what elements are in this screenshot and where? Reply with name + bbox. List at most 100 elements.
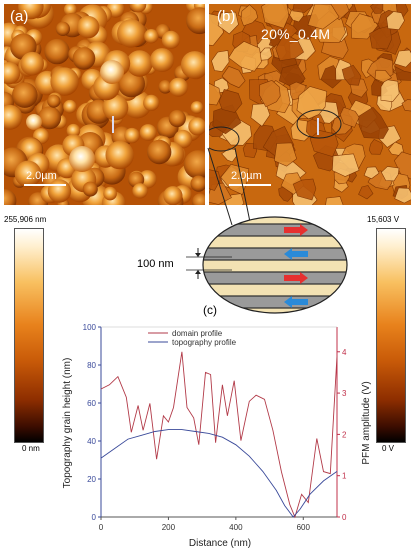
domain-grain [221, 117, 252, 146]
grain [117, 19, 146, 48]
polarization-arrow-left-icon [284, 296, 308, 308]
y-right-tick-label: 1 [342, 472, 347, 481]
grain [183, 150, 205, 179]
grain [190, 175, 205, 192]
stripe-gray [203, 272, 347, 284]
thickness-label: 100 nm [137, 258, 174, 270]
panel-b-label: (b) [217, 8, 236, 25]
domain-grain [209, 169, 221, 191]
grain [139, 124, 157, 141]
grain [103, 186, 117, 201]
grain [20, 51, 44, 76]
colorbar-right [376, 228, 406, 443]
grain [102, 94, 129, 121]
grain [4, 62, 21, 85]
y-right-tick-label: 4 [342, 348, 347, 357]
x-axis-label: Distance (nm) [189, 538, 251, 549]
y-axis-right-label: PFM amplitude (V) [361, 381, 372, 464]
grain [168, 109, 186, 128]
domain-grain [217, 11, 239, 35]
grain [55, 21, 70, 36]
domain-grain [307, 4, 340, 30]
grain-bright [26, 114, 42, 130]
grain [63, 99, 77, 114]
panel-b-title: 20%_0.4M [261, 26, 331, 42]
line-marker-a [112, 116, 114, 133]
grain [132, 183, 148, 199]
y-left-tick-label: 60 [87, 399, 96, 408]
topography-profile-line [100, 429, 338, 518]
grain [50, 67, 79, 96]
y-left-tick-label: 100 [83, 323, 97, 332]
grain [4, 104, 23, 130]
panel-a-topography-image: (a) 2.0µm [4, 4, 205, 205]
grain [105, 140, 134, 170]
y-right-tick-label: 3 [342, 389, 347, 398]
domain-grain [393, 151, 411, 180]
highlight-ellipses [209, 109, 342, 152]
domain-grain [221, 65, 246, 89]
polarization-arrow-left-icon [284, 248, 308, 260]
domain-grain [394, 49, 411, 68]
domain-grain [358, 185, 374, 200]
stripe-gray [203, 296, 347, 308]
y-left-tick-label: 40 [87, 437, 96, 446]
domain-grain [296, 86, 328, 120]
domain-grain [209, 83, 221, 106]
domain-grain [273, 142, 298, 167]
domain-grain [370, 4, 384, 14]
polarization-arrow-right-icon [284, 272, 308, 284]
grain [168, 77, 188, 97]
domain-grain [394, 187, 411, 204]
domain-grain [331, 153, 360, 177]
colorbar-left-max-label: 255,906 nm [4, 215, 47, 224]
domain-grain [292, 4, 314, 13]
highlight-ellipse-right [296, 109, 342, 139]
grain [163, 186, 183, 205]
grain [188, 117, 205, 136]
domain-grain [259, 80, 281, 108]
scale-bar-b [229, 184, 271, 186]
grain [117, 70, 145, 98]
grain [14, 160, 42, 188]
grain [161, 30, 180, 49]
grain [82, 181, 98, 197]
legend-entry: domain profile [172, 329, 223, 338]
grain [66, 123, 81, 138]
colorbar-right-min-label: 0 V [382, 444, 395, 453]
x-tick-label: 200 [162, 523, 176, 532]
stripe-gray [203, 248, 347, 260]
y-axis-left-label: Topography grain height (nm) [62, 358, 73, 489]
domain-grain [325, 196, 344, 205]
domain-grain [275, 33, 304, 62]
legend-entry: topography profile [172, 338, 237, 347]
grain [158, 80, 173, 94]
grain [130, 4, 147, 13]
grain [147, 139, 172, 165]
grain [126, 50, 153, 77]
panel-b-pfm-image: (b) 20%_0.4M 2.0µm [209, 4, 411, 205]
grain [11, 82, 38, 108]
colorbar-left-min-label: 0 nm [22, 444, 40, 453]
y-left-tick-label: 80 [87, 361, 96, 370]
domain-grain [368, 139, 383, 155]
domain-grain [218, 89, 243, 113]
grain-bright [100, 60, 124, 84]
colorbar-right-max-label: 15,603 V [367, 215, 400, 224]
grain [150, 48, 174, 73]
grain [4, 189, 17, 205]
grain [47, 94, 61, 108]
x-tick-label: 600 [297, 523, 311, 532]
domain-grain [220, 163, 250, 196]
thickness-arrow-icon [186, 248, 232, 279]
scale-bar-b-label: 2.0µm [231, 170, 262, 182]
grain [144, 29, 159, 44]
highlight-ellipse-left [209, 126, 240, 152]
profile-chart: 0 200 400 600 0 20 40 60 80 100 0 1 2 3 4 domain profi… [62, 323, 372, 549]
domain-grain [228, 41, 262, 72]
grain [18, 4, 44, 20]
scale-bar-a-label: 2.0µm [26, 170, 57, 182]
panel-c-label: (c) [203, 303, 217, 317]
domain-grain [386, 11, 405, 31]
